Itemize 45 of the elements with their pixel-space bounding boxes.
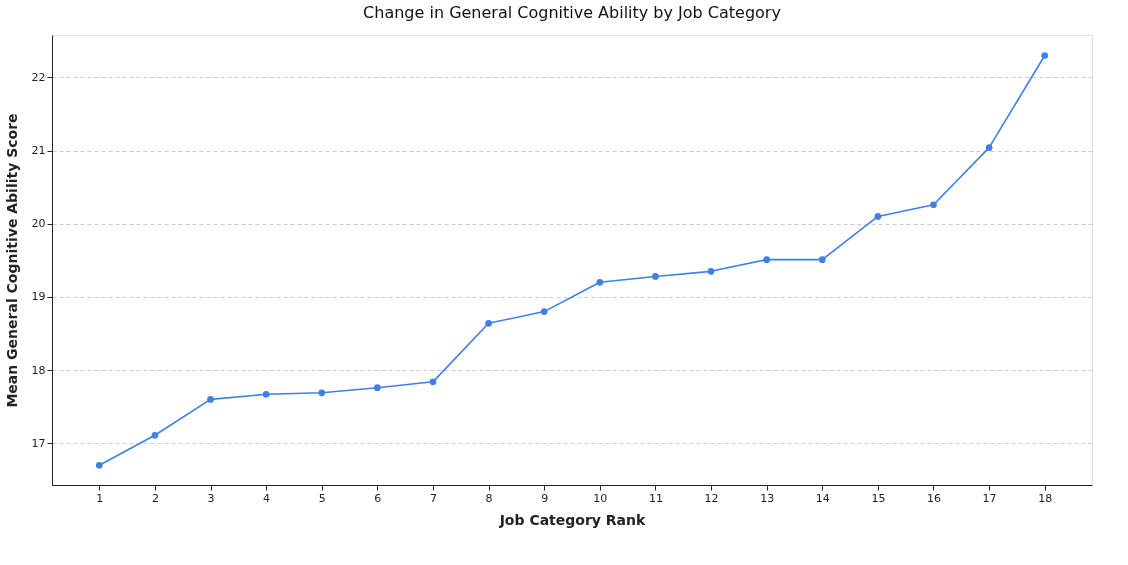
y-tick-label: 19 xyxy=(31,290,46,304)
point xyxy=(596,278,604,286)
x-tick-label: 16 xyxy=(927,491,941,505)
point xyxy=(429,378,437,386)
x-tick-label: 9 xyxy=(541,491,549,505)
point xyxy=(318,389,326,397)
point xyxy=(207,396,214,403)
chart-title: Change in General Cognitive Ability by Job Category xyxy=(363,3,781,22)
x-tick-label: 10 xyxy=(593,491,608,505)
point xyxy=(930,201,937,209)
x-tick-label: 11 xyxy=(648,491,663,505)
y-tick-label: 22 xyxy=(31,70,46,84)
y-tick-label: 18 xyxy=(31,363,46,377)
x-axis-title: Job Category Rank xyxy=(498,511,647,528)
y-tick-label: 17 xyxy=(31,436,46,450)
point xyxy=(763,256,771,263)
point xyxy=(95,461,103,469)
x-tick-label: 13 xyxy=(760,491,775,505)
y-tick-label: 21 xyxy=(31,144,46,158)
x-tick-label: 18 xyxy=(1038,491,1053,505)
x-tick-label: 12 xyxy=(704,491,719,505)
x-tick-label: 6 xyxy=(374,491,382,505)
point xyxy=(373,384,381,392)
point xyxy=(652,273,659,280)
point xyxy=(818,256,826,263)
x-tick-label: 7 xyxy=(429,491,437,505)
point xyxy=(874,213,882,220)
point xyxy=(151,431,159,439)
point xyxy=(1041,52,1049,59)
point xyxy=(262,390,270,398)
x-tick-label: 5 xyxy=(318,491,326,505)
x-tick-label: 3 xyxy=(207,491,215,505)
x-tick-label: 2 xyxy=(151,491,159,505)
x-tick-label: 4 xyxy=(263,491,271,505)
point xyxy=(540,308,548,315)
y-axis-title: Mean General Cognitive Ability Score xyxy=(3,113,20,408)
point xyxy=(707,267,715,275)
y-tick-label: 20 xyxy=(31,217,46,231)
x-tick-label: 8 xyxy=(485,491,493,505)
point xyxy=(985,144,993,152)
x-tick-label: 15 xyxy=(871,491,886,505)
x-tick-label: 17 xyxy=(982,491,997,505)
x-tick-label: 1 xyxy=(96,491,104,505)
point xyxy=(485,319,492,327)
x-tick-label: 14 xyxy=(815,491,830,505)
